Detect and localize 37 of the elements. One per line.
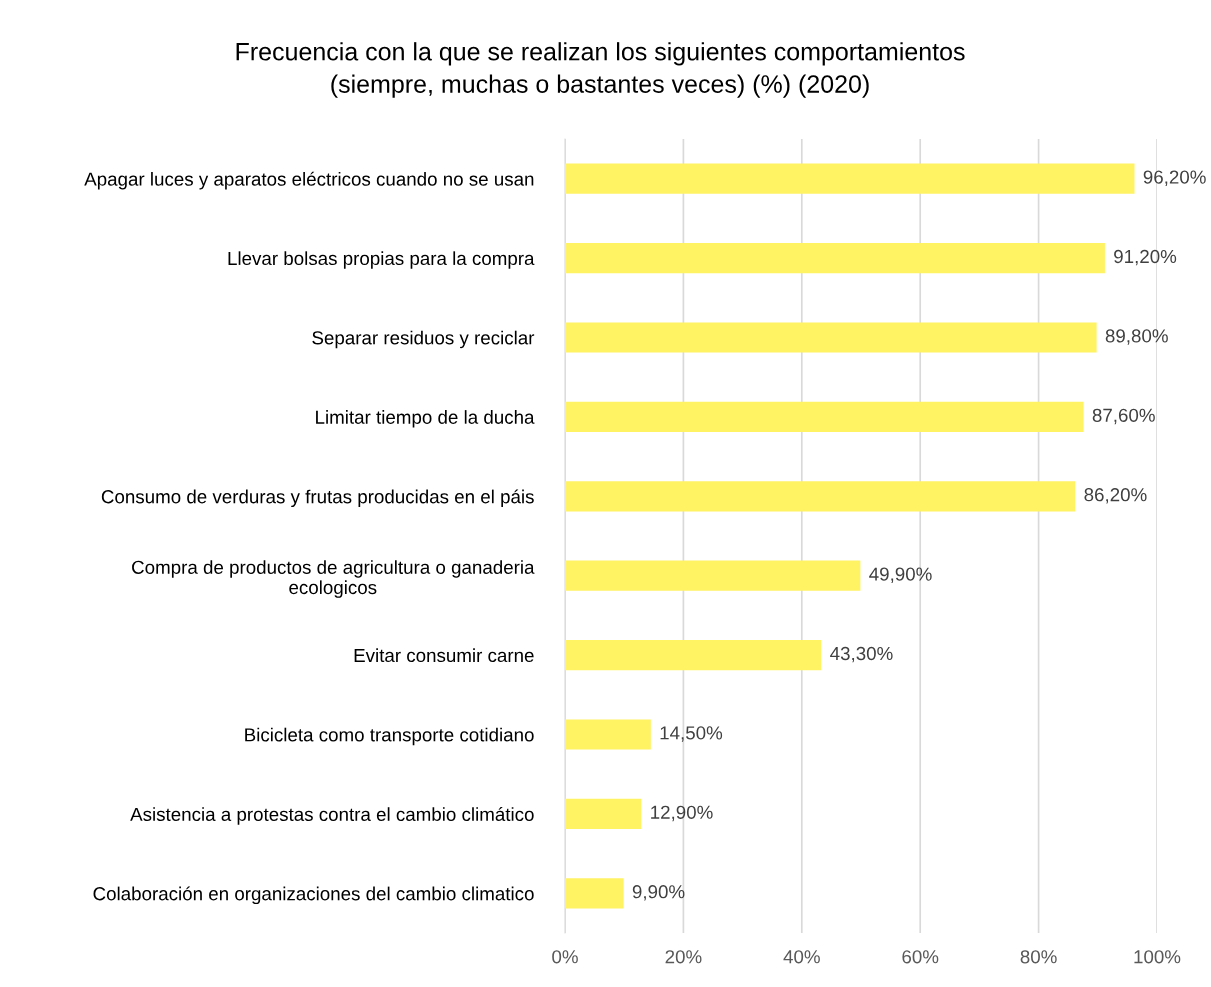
data-label: 9,90%: [632, 885, 685, 901]
x-tick-label: 20%: [665, 950, 702, 964]
y-tick-label: Llevar bolsas propias para la compra: [228, 251, 535, 269]
y-tick-label: Apagar luces y aparatos eléctricos cuando no se usan: [84, 171, 534, 190]
data-label: 49,90%: [869, 567, 932, 583]
data-label: 43,30%: [830, 646, 893, 663]
data-label: 14,50%: [660, 726, 723, 742]
bar: [565, 640, 822, 671]
chart-title: Frecuencia con la que se realizan los siguientes comportamientos (siempre, muchas o bastantes veces) (%) (2020): [236, 42, 965, 98]
y-tick-label: Compra de productos de agricultura o ganaderia ecologicos: [132, 560, 535, 598]
bar: [565, 878, 624, 909]
x-tick-label: 0%: [552, 950, 578, 964]
y-tick-label: Consumo de verduras y frutas producidas en el páis: [101, 489, 534, 508]
bar: [565, 481, 1076, 512]
bar: [565, 401, 1084, 432]
data-label: 89,80%: [1105, 329, 1168, 345]
x-tick-label: 100%: [1134, 950, 1181, 964]
y-tick-label: Bicicleta como transporte cotidiano: [245, 727, 534, 746]
data-label: 86,20%: [1084, 488, 1147, 504]
bar: [565, 243, 1105, 274]
x-tick-label: 40%: [783, 950, 820, 964]
data-label: 87,60%: [1092, 408, 1155, 425]
data-label: 12,90%: [651, 805, 713, 822]
bar: [565, 798, 642, 829]
bar: [565, 322, 1097, 353]
bar: [565, 719, 651, 750]
y-tick-label: Colaboración en organizaciones del cambio climatico: [93, 886, 534, 905]
bar: [565, 560, 861, 591]
x-tick-label: 60%: [902, 950, 939, 964]
bar: [565, 163, 1135, 194]
x-tick-label: 80%: [1020, 950, 1057, 964]
y-tick-label: Separar residuos y reciclar: [312, 330, 535, 349]
y-tick-label: Asistencia a protestas contra el cambio climático: [130, 807, 534, 825]
data-label: 96,20%: [1143, 170, 1206, 186]
y-tick-label: Evitar consumir carne: [354, 648, 534, 663]
data-label: 91,20%: [1114, 249, 1177, 266]
y-tick-label: Limitar tiempo de la ducha: [316, 410, 535, 428]
